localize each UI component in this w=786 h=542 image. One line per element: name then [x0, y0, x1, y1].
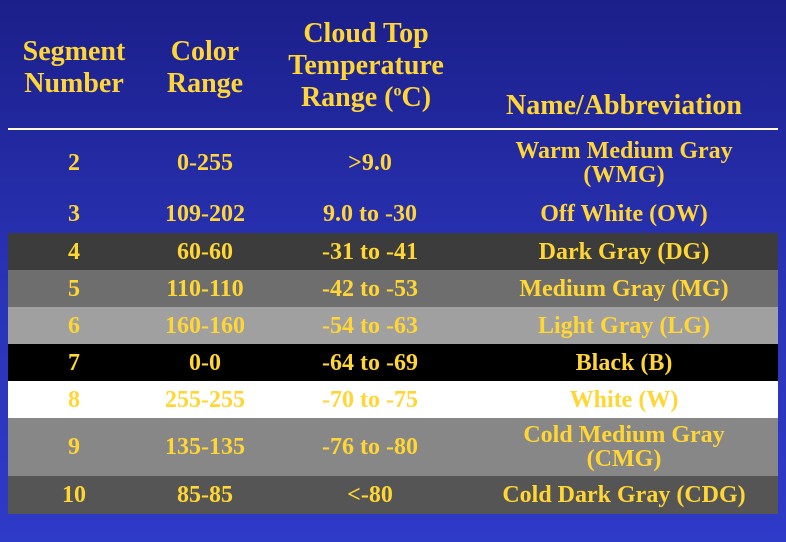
name-abbreviation-cell: Cold Dark Gray (CDG) — [470, 476, 778, 514]
color-range-cell: 0-255 — [177, 150, 233, 176]
header-cloud-top-temperature: Cloud Top Temperature Range (oC) — [268, 18, 464, 114]
header-temp-line2: Temperature — [288, 50, 444, 81]
name-line: Light Gray (LG) — [538, 312, 710, 339]
temperature-range-cell: 9.0 to -30 — [323, 201, 417, 227]
temperature-range-cell: -54 to -63 — [322, 312, 418, 339]
header-name-abbreviation: Name/Abbreviation — [470, 90, 778, 122]
header-temp-range-suffix: C) — [401, 82, 432, 113]
temperature-range-cell: <-80 — [347, 482, 393, 508]
segment-number-cell: 9 — [68, 434, 80, 460]
segment-number-cell: 7 — [68, 349, 80, 376]
header-temp-range-prefix: Range ( — [300, 82, 394, 113]
name-abbreviation-cell: White (W) — [470, 381, 778, 418]
name-line: Dark Gray (DG) — [538, 238, 710, 265]
name-abbreviation-cell: Cold Medium Gray (CMG) — [470, 418, 778, 476]
header-segment-line2: Number — [24, 68, 124, 99]
color-range-cell: 110-110 — [166, 275, 244, 302]
temperature-range-cell: -64 to -69 — [322, 349, 418, 376]
name-line: (WMG) — [583, 162, 665, 188]
name-abbreviation-cell: Light Gray (LG) — [470, 307, 778, 344]
segment-number-cell: 3 — [68, 201, 80, 227]
name-line: White (W) — [569, 386, 679, 413]
temperature-range-cell: -70 to -75 — [322, 386, 418, 413]
header-color-line1: Color — [170, 36, 240, 67]
table-row: 3 109-202 9.0 to -30 Off White (OW) — [8, 195, 778, 233]
name-abbreviation-cell: Off White (OW) — [470, 195, 778, 233]
temperature-range-cell: -42 to -53 — [322, 275, 418, 302]
table-row: 7 0-0 -64 to -69 Black (B) — [8, 344, 778, 381]
name-abbreviation-cell: Dark Gray (DG) — [470, 233, 778, 270]
table-row: 2 0-255 >9.0 Warm Medium Gray (WMG) — [8, 131, 778, 195]
temperature-range-cell: -31 to -41 — [322, 238, 418, 265]
name-abbreviation-cell: Warm Medium Gray (WMG) — [470, 131, 778, 195]
header-color-line2: Range — [166, 68, 244, 99]
name-abbreviation-cell: Medium Gray (MG) — [470, 270, 778, 307]
table-header: Segment Number Color Range Cloud Top Tem… — [0, 18, 786, 128]
table-row: 5 110-110 -42 to -53 Medium Gray (MG) — [8, 270, 778, 307]
table-row: 4 60-60 -31 to -41 Dark Gray (DG) — [8, 233, 778, 270]
color-range-cell: 85-85 — [177, 482, 233, 508]
name-line: Cold Medium Gray — [523, 422, 725, 448]
header-segment-number: Segment Number — [8, 36, 140, 100]
header-name-text: Name/Abbreviation — [506, 90, 742, 121]
name-line: Off White (OW) — [540, 201, 708, 227]
header-segment-line1: Segment — [22, 36, 126, 67]
table-row: 10 85-85 <-80 Cold Dark Gray (CDG) — [8, 476, 778, 514]
table-body: 2 0-255 >9.0 Warm Medium Gray (WMG) 3 109-202 9… — [8, 131, 778, 514]
header-degree-symbol: o — [393, 82, 402, 100]
segment-number-cell: 4 — [68, 238, 80, 265]
name-line: Black (B) — [575, 349, 673, 376]
color-range-cell: 135-135 — [165, 434, 245, 460]
color-range-cell: 160-160 — [165, 312, 245, 339]
header-color-range: Color Range — [140, 36, 270, 100]
segment-number-cell: 8 — [68, 386, 80, 413]
header-divider — [8, 128, 778, 130]
color-range-cell: 60-60 — [177, 238, 233, 265]
header-temp-line1: Cloud Top — [303, 18, 429, 49]
table-row: 9 135-135 -76 to -80 Cold Medium Gray (CMG) — [8, 418, 778, 476]
segment-number-cell: 10 — [62, 482, 86, 508]
color-range-cell: 0-0 — [189, 349, 221, 376]
segment-number-cell: 2 — [68, 150, 80, 176]
table-row: 6 160-160 -54 to -63 Light Gray (LG) — [8, 307, 778, 344]
name-abbreviation-cell: Black (B) — [470, 344, 778, 381]
name-line: (CMG) — [586, 446, 662, 472]
header-temp-line3: Range (oC) — [268, 82, 464, 114]
table-row: 8 255-255 -70 to -75 White (W) — [8, 381, 778, 418]
temperature-range-cell: >9.0 — [348, 150, 392, 176]
name-line: Medium Gray (MG) — [519, 275, 729, 302]
segment-number-cell: 5 — [68, 275, 80, 302]
color-range-cell: 255-255 — [165, 386, 245, 413]
temperature-range-cell: -76 to -80 — [322, 434, 418, 460]
name-line: Cold Dark Gray (CDG) — [502, 482, 746, 508]
segment-number-cell: 6 — [68, 312, 80, 339]
color-range-cell: 109-202 — [165, 201, 245, 227]
name-line: Warm Medium Gray — [515, 138, 733, 164]
